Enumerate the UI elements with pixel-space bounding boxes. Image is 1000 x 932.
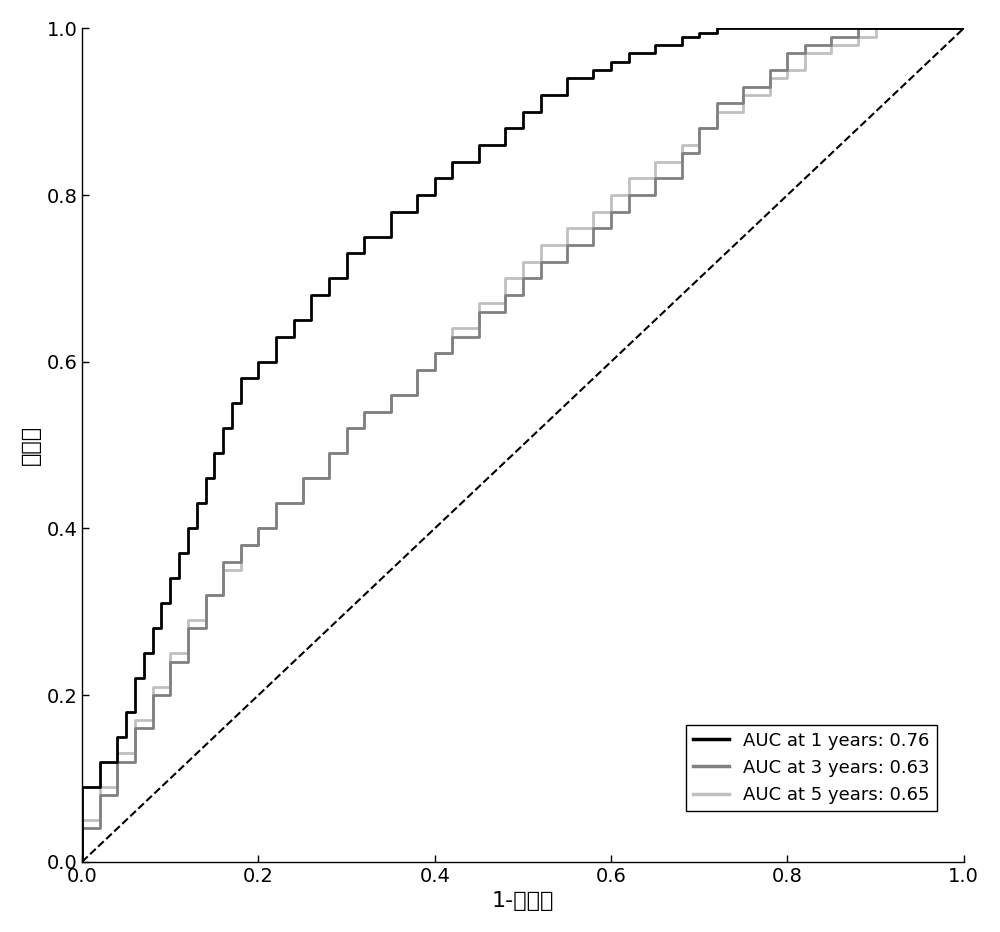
AUC at 3 years: 0.63: (0.28, 0.46): 0.63: (0.28, 0.46)	[323, 473, 335, 484]
AUC at 5 years: 0.65: (0.95, 1): 0.65: (0.95, 1)	[914, 22, 926, 34]
AUC at 3 years: 0.63: (0, 0): 0.63: (0, 0)	[76, 857, 88, 868]
Line: AUC at 3 years: 0.63: AUC at 3 years: 0.63	[82, 28, 964, 862]
AUC at 3 years: 0.63: (1, 1): 0.63: (1, 1)	[958, 22, 970, 34]
AUC at 5 years: 0.65: (0.9, 1): 0.65: (0.9, 1)	[870, 22, 882, 34]
AUC at 5 years: 0.65: (0.25, 0.46): 0.65: (0.25, 0.46)	[297, 473, 309, 484]
AUC at 3 years: 0.63: (0.48, 0.66): 0.63: (0.48, 0.66)	[499, 306, 511, 317]
AUC at 3 years: 0.63: (0.25, 0.46): 0.63: (0.25, 0.46)	[297, 473, 309, 484]
AUC at 5 years: 0.65: (0.48, 0.67): 0.65: (0.48, 0.67)	[499, 297, 511, 308]
Legend: AUC at 1 years: 0.76, AUC at 3 years: 0.63, AUC at 5 years: 0.65: AUC at 1 years: 0.76, AUC at 3 years: 0.…	[686, 724, 937, 811]
AUC at 3 years: 0.63: (0.88, 1): 0.63: (0.88, 1)	[852, 22, 864, 34]
AUC at 1 years: 0.76: (0.62, 0.96): 0.76: (0.62, 0.96)	[623, 56, 635, 67]
AUC at 1 years: 0.76: (0, 0): 0.76: (0, 0)	[76, 857, 88, 868]
Y-axis label: 敏感性: 敏感性	[21, 425, 41, 465]
AUC at 1 years: 0.76: (0.5, 0.88): 0.76: (0.5, 0.88)	[517, 123, 529, 134]
X-axis label: 1-特异性: 1-特异性	[492, 891, 554, 911]
AUC at 1 years: 0.76: (0.68, 0.99): 0.76: (0.68, 0.99)	[676, 31, 688, 42]
AUC at 5 years: 0.65: (0.14, 0.29): 0.65: (0.14, 0.29)	[200, 614, 212, 625]
AUC at 5 years: 0.65: (0.3, 0.52): 0.65: (0.3, 0.52)	[341, 423, 353, 434]
AUC at 1 years: 0.76: (1, 1): 0.76: (1, 1)	[958, 22, 970, 34]
AUC at 3 years: 0.63: (0.3, 0.52): 0.63: (0.3, 0.52)	[341, 423, 353, 434]
AUC at 3 years: 0.63: (0.14, 0.28): 0.63: (0.14, 0.28)	[200, 623, 212, 634]
Line: AUC at 1 years: 0.76: AUC at 1 years: 0.76	[82, 28, 964, 862]
AUC at 1 years: 0.76: (0.32, 0.73): 0.76: (0.32, 0.73)	[358, 248, 370, 259]
AUC at 5 years: 0.65: (1, 1): 0.65: (1, 1)	[958, 22, 970, 34]
AUC at 1 years: 0.76: (0.05, 0.18): 0.76: (0.05, 0.18)	[120, 706, 132, 718]
AUC at 5 years: 0.65: (0, 0): 0.65: (0, 0)	[76, 857, 88, 868]
AUC at 5 years: 0.65: (0.28, 0.46): 0.65: (0.28, 0.46)	[323, 473, 335, 484]
AUC at 1 years: 0.76: (0.72, 1): 0.76: (0.72, 1)	[711, 22, 723, 34]
Line: AUC at 5 years: 0.65: AUC at 5 years: 0.65	[82, 28, 964, 862]
AUC at 3 years: 0.63: (0.95, 1): 0.63: (0.95, 1)	[914, 22, 926, 34]
AUC at 1 years: 0.76: (0.14, 0.46): 0.76: (0.14, 0.46)	[200, 473, 212, 484]
